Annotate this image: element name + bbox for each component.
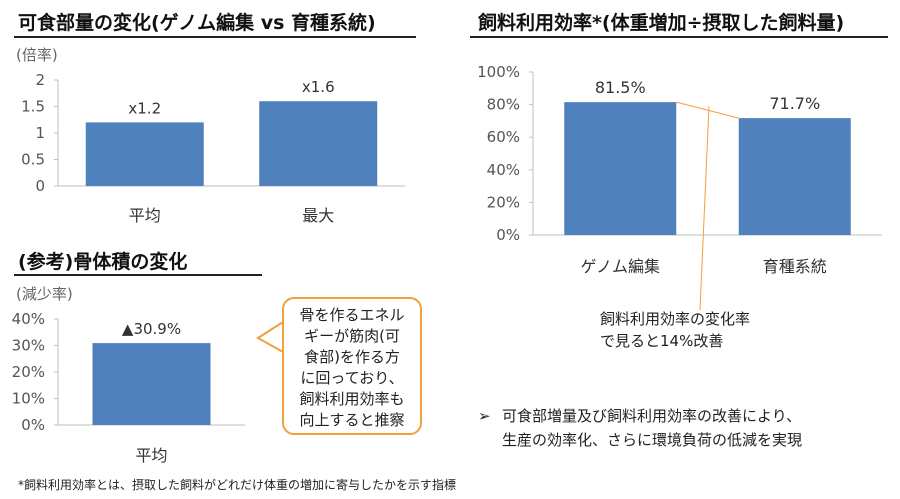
chart1-y-tick-label: 1: [35, 124, 45, 142]
chart1-unit-label: (倍率): [16, 46, 58, 64]
chart1-title: 可食部量の変化(ゲノム編集 vs 育種系統): [18, 12, 376, 34]
chart1-y-tick-label: 0.5: [21, 151, 45, 169]
footnote: *飼料利用効率とは、摂取した飼料がどれだけ体重の増加に寄与したかを示す指標: [18, 478, 457, 492]
callout-box: 骨を作るエネル ギーが筋肉(可 食部)を作る方 に回っており、 飼料利用効率も …: [282, 297, 422, 435]
chart3-y-tick-label: 80%: [487, 96, 520, 114]
chart3-category-label: 育種系統: [763, 257, 827, 276]
chart3-data-label: 81.5%: [595, 78, 646, 97]
chart2-title-underline: [14, 274, 262, 276]
chart3-data-label: 71.7%: [769, 94, 820, 113]
chart2-title: (参考)骨体積の変化: [18, 251, 188, 273]
callout-line: 骨を作るエネル: [299, 306, 405, 324]
chart3-y-tick-label: 60%: [487, 128, 520, 146]
chart3-y-tick-label: 20%: [487, 193, 520, 211]
chart1-bar: [259, 101, 378, 186]
chart2-y-tick-label: 40%: [12, 310, 45, 328]
chart3-y-tick-label: 40%: [487, 161, 520, 179]
chart2-category-label: 平均: [135, 446, 167, 465]
bullet-line: 可食部増量及び飼料利用効率の改善により、: [502, 407, 802, 425]
chart1-title-underline: [14, 36, 416, 38]
bullet-line: 生産の効率化、さらに環境負荷の低減を実現: [502, 431, 803, 449]
callout-pointer: [256, 321, 284, 353]
callout-line: に回っており、: [300, 369, 404, 387]
chart1-y-tick-label: 2: [35, 71, 45, 89]
callout-line: 飼料利用効率も: [299, 390, 405, 408]
annotation-line: 飼料利用効率の変化率: [600, 310, 751, 328]
callout-line: ギーが筋肉(可: [304, 327, 400, 345]
chart2-y-tick-label: 10%: [12, 390, 45, 408]
efficiency-annotation: 飼料利用効率の変化率 で見ると14%改善: [600, 308, 750, 352]
chart3-y-tick-label: 100%: [477, 63, 520, 81]
chart2-unit-label: (減少率): [16, 285, 73, 303]
chart3-bar: [738, 118, 851, 235]
chart3-category-label: ゲノム編集: [580, 257, 660, 276]
chart3-bar: [564, 102, 677, 235]
chart1-category-label: 平均: [129, 206, 161, 225]
annotation-leader-line: [699, 105, 710, 311]
chart2-bar: [92, 343, 211, 425]
chart1-y-tick-label: 1.5: [21, 98, 45, 116]
chart2-y-tick-label: 20%: [12, 363, 45, 381]
chart3-y-tick-label: 0%: [496, 226, 520, 244]
chart1-bar: [85, 122, 204, 186]
bar-top-connector: [676, 101, 739, 119]
chart3-title: 飼料利用効率*(体重増加÷摂取した飼料量): [478, 12, 845, 34]
arrow-bullet-icon: ➢: [478, 407, 491, 425]
chart1-y-tick-label: 0: [35, 177, 45, 195]
callout-line: 向上すると推察: [299, 411, 405, 429]
chart3-title-underline: [470, 36, 888, 38]
callout-line: 食部)を作る方: [304, 348, 400, 366]
chart1-data-label: x1.2: [128, 99, 161, 117]
chart1-category-label: 最大: [302, 206, 334, 225]
chart2-data-label: ▲30.9%: [122, 320, 181, 338]
chart1-data-label: x1.6: [302, 78, 335, 96]
chart2-y-tick-label: 0%: [21, 416, 45, 434]
chart2-y-tick-label: 30%: [12, 337, 45, 355]
annotation-line: で見ると14%改善: [600, 332, 724, 350]
